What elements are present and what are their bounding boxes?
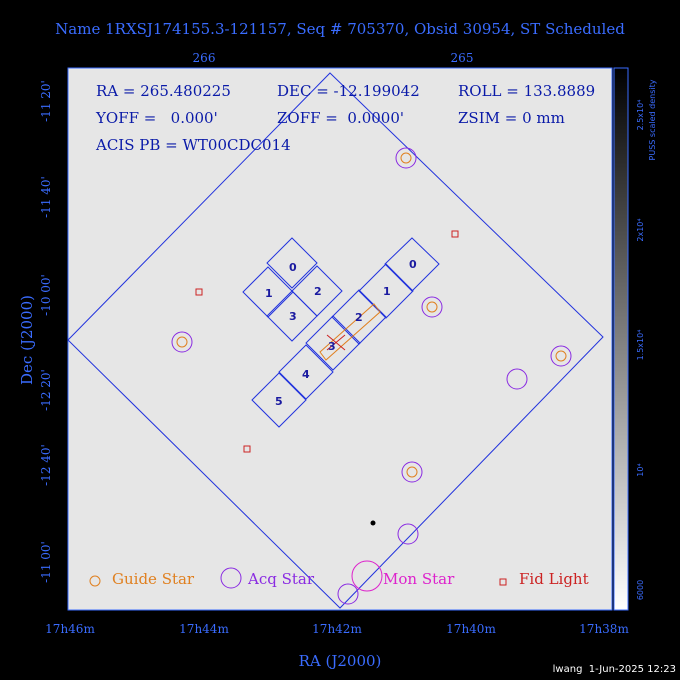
- bottom-tick: 17h40m: [446, 622, 496, 636]
- colorbar-tick: 10⁴: [636, 463, 645, 476]
- bottom-tick: 17h44m: [179, 622, 229, 636]
- info-dec: DEC = -12.199042: [277, 82, 420, 100]
- colorbar: [613, 67, 629, 611]
- legend-label: Mon Star: [383, 570, 455, 588]
- footer: lwang 1-Jun-2025 12:23: [553, 664, 676, 675]
- colorbar-tick: 2.5x10⁴: [636, 100, 645, 131]
- field: [67, 72, 604, 609]
- top-tick: 266: [193, 51, 216, 65]
- chip-label: 3: [289, 310, 297, 323]
- info-ra: RA = 265.480225: [96, 82, 231, 100]
- legend-label: Fid Light: [519, 570, 589, 588]
- chip-label: 5: [275, 395, 283, 408]
- left-tick: -11 40': [39, 176, 53, 218]
- chip-label: 3: [328, 340, 336, 353]
- info-acis: ACIS PB = WT00CDC014: [95, 136, 291, 154]
- info-yoff: YOFF = 0.000': [95, 109, 218, 127]
- chip-label: 1: [265, 287, 273, 300]
- legend-label: Guide Star: [112, 570, 195, 588]
- bottom-tick: 17h38m: [579, 622, 629, 636]
- chip-label: 2: [355, 311, 363, 324]
- legend: Guide Star Acq Star Mon Star Fid Light: [89, 560, 589, 592]
- chip-label: 2: [314, 285, 322, 298]
- left-tick: -11 00': [39, 541, 53, 583]
- bottom-tick: 17h42m: [312, 622, 362, 636]
- bottom-tick: 17h46m: [45, 622, 95, 636]
- x-label: RA (J2000): [299, 652, 382, 670]
- colorbar-labels: PUSS scaled density 2.5x10⁴ 2x10⁴ 1.5x10…: [636, 79, 657, 600]
- info-roll: ROLL = 133.8889: [458, 82, 595, 100]
- info-zsim: ZSIM = 0 mm: [458, 109, 565, 127]
- left-tick: -10 00': [39, 274, 53, 316]
- stars: [171, 147, 572, 605]
- colorbar-title: PUSS scaled density: [648, 79, 657, 160]
- colorbar-tick: 2x10⁴: [636, 218, 645, 241]
- info: RA = 265.480225 DEC = -12.199042 ROLL = …: [95, 82, 595, 154]
- top-tick: 265: [451, 51, 474, 65]
- legend-label: Acq Star: [247, 570, 315, 588]
- left-tick: -11 20': [39, 80, 53, 122]
- colorbar-tick: 1.5x10⁴: [636, 330, 645, 361]
- title: Name 1RXSJ174155.3-121157, Seq # 705370,…: [55, 20, 625, 38]
- colorbar-tick: 6000: [636, 580, 645, 600]
- left-tick: -12 40': [39, 444, 53, 486]
- axes: 266 265 -11 20' -11 40' -10 00' -12 20' …: [18, 51, 629, 670]
- chip-label: 4: [302, 368, 310, 381]
- chip-label: 1: [383, 285, 391, 298]
- info-zoff: ZOFF = 0.0000': [277, 109, 404, 127]
- left-tick: -12 20': [39, 369, 53, 411]
- chip-label: 0: [409, 258, 417, 271]
- y-label: Dec (J2000): [18, 295, 36, 385]
- chip-labels: 0 1 2 3 0 1 2 3 4 5: [265, 258, 417, 408]
- chip-label: 0: [289, 261, 297, 274]
